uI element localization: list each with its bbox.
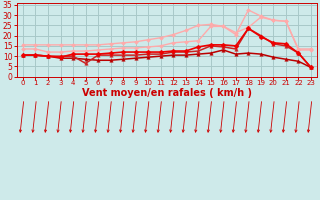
X-axis label: Vent moyen/en rafales ( km/h ): Vent moyen/en rafales ( km/h ) [82, 88, 252, 98]
